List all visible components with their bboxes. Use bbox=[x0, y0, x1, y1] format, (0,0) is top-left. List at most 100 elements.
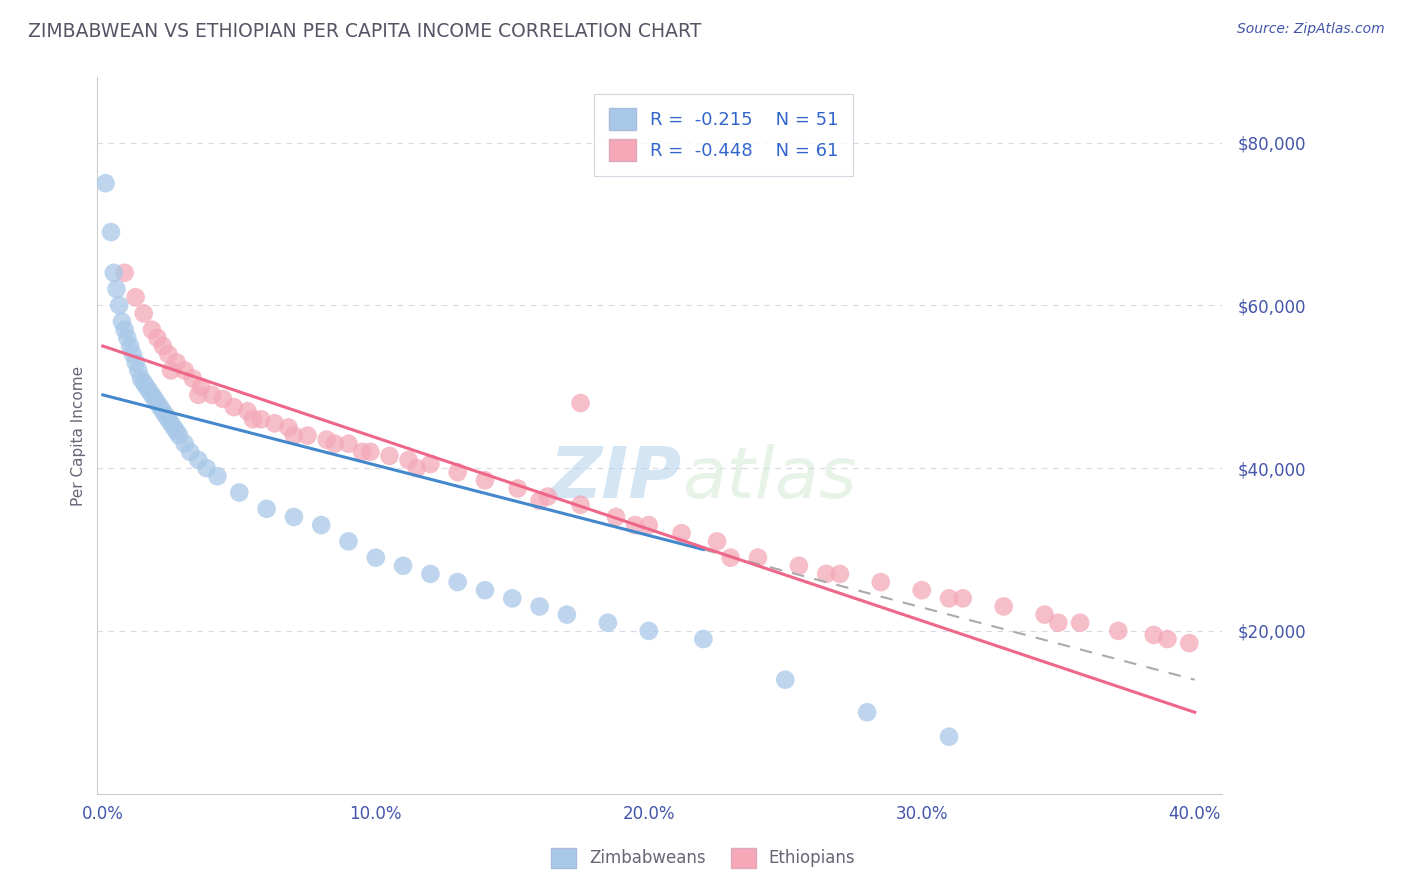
Point bbox=[138, 384, 160, 398]
Point bbox=[141, 388, 163, 402]
Point bbox=[120, 339, 142, 353]
Point bbox=[103, 266, 125, 280]
Point bbox=[1107, 624, 1129, 638]
Point bbox=[146, 331, 169, 345]
Point bbox=[447, 465, 470, 479]
Point bbox=[637, 624, 659, 638]
Point bbox=[124, 290, 146, 304]
Point bbox=[605, 510, 627, 524]
Point bbox=[1143, 628, 1166, 642]
Point bbox=[173, 436, 195, 450]
Point bbox=[378, 449, 401, 463]
Point bbox=[775, 673, 797, 687]
Point bbox=[256, 501, 278, 516]
Point bbox=[228, 485, 250, 500]
Point bbox=[506, 482, 529, 496]
Point bbox=[263, 417, 285, 431]
Point bbox=[132, 376, 155, 390]
Point bbox=[152, 339, 174, 353]
Point bbox=[152, 404, 174, 418]
Point bbox=[720, 550, 742, 565]
Point bbox=[815, 566, 838, 581]
Point bbox=[121, 347, 143, 361]
Point bbox=[1156, 632, 1178, 646]
Point bbox=[179, 445, 201, 459]
Point bbox=[117, 331, 139, 345]
Point bbox=[187, 453, 209, 467]
Point bbox=[352, 445, 374, 459]
Point bbox=[359, 445, 381, 459]
Text: Source: ZipAtlas.com: Source: ZipAtlas.com bbox=[1237, 22, 1385, 37]
Point bbox=[501, 591, 523, 606]
Point bbox=[596, 615, 619, 630]
Point bbox=[141, 323, 163, 337]
Point bbox=[181, 371, 204, 385]
Point bbox=[474, 583, 496, 598]
Point bbox=[529, 493, 551, 508]
Point bbox=[114, 266, 136, 280]
Point bbox=[447, 575, 470, 590]
Point bbox=[207, 469, 229, 483]
Point bbox=[108, 298, 131, 312]
Point bbox=[392, 558, 415, 573]
Point bbox=[124, 355, 146, 369]
Point bbox=[828, 566, 851, 581]
Point bbox=[114, 323, 136, 337]
Point bbox=[398, 453, 420, 467]
Point bbox=[337, 534, 360, 549]
Point bbox=[337, 436, 360, 450]
Point bbox=[163, 420, 186, 434]
Point bbox=[537, 490, 560, 504]
Point bbox=[132, 306, 155, 320]
Point bbox=[364, 550, 387, 565]
Point bbox=[167, 428, 190, 442]
Point bbox=[100, 225, 122, 239]
Text: ZIP: ZIP bbox=[550, 444, 682, 513]
Point bbox=[129, 371, 152, 385]
Point bbox=[993, 599, 1015, 614]
Point bbox=[952, 591, 974, 606]
Point bbox=[190, 380, 212, 394]
Point bbox=[195, 461, 218, 475]
Point bbox=[283, 510, 305, 524]
Point bbox=[187, 388, 209, 402]
Point bbox=[105, 282, 128, 296]
Point bbox=[624, 518, 647, 533]
Point bbox=[160, 363, 183, 377]
Point bbox=[143, 392, 166, 406]
Point bbox=[419, 566, 441, 581]
Point bbox=[405, 461, 427, 475]
Point bbox=[938, 591, 960, 606]
Point bbox=[637, 518, 659, 533]
Point bbox=[671, 526, 693, 541]
Point bbox=[309, 518, 332, 533]
Point bbox=[869, 575, 891, 590]
Point bbox=[222, 400, 245, 414]
Point bbox=[111, 315, 134, 329]
Text: atlas: atlas bbox=[682, 444, 856, 513]
Point bbox=[155, 408, 177, 422]
Point bbox=[569, 498, 592, 512]
Point bbox=[323, 436, 346, 450]
Point bbox=[157, 347, 180, 361]
Point bbox=[856, 706, 879, 720]
Point bbox=[747, 550, 769, 565]
Legend: Zimbabweans, Ethiopians: Zimbabweans, Ethiopians bbox=[544, 841, 862, 875]
Point bbox=[127, 363, 149, 377]
Point bbox=[166, 425, 188, 439]
Point bbox=[419, 457, 441, 471]
Point bbox=[529, 599, 551, 614]
Point bbox=[201, 388, 224, 402]
Point bbox=[706, 534, 728, 549]
Point bbox=[157, 412, 180, 426]
Point bbox=[474, 473, 496, 487]
Point bbox=[1047, 615, 1070, 630]
Point bbox=[166, 355, 188, 369]
Point bbox=[787, 558, 810, 573]
Point bbox=[569, 396, 592, 410]
Text: ZIMBABWEAN VS ETHIOPIAN PER CAPITA INCOME CORRELATION CHART: ZIMBABWEAN VS ETHIOPIAN PER CAPITA INCOM… bbox=[28, 22, 702, 41]
Point bbox=[1033, 607, 1056, 622]
Point bbox=[1069, 615, 1091, 630]
Y-axis label: Per Capita Income: Per Capita Income bbox=[72, 366, 86, 506]
Point bbox=[135, 380, 157, 394]
